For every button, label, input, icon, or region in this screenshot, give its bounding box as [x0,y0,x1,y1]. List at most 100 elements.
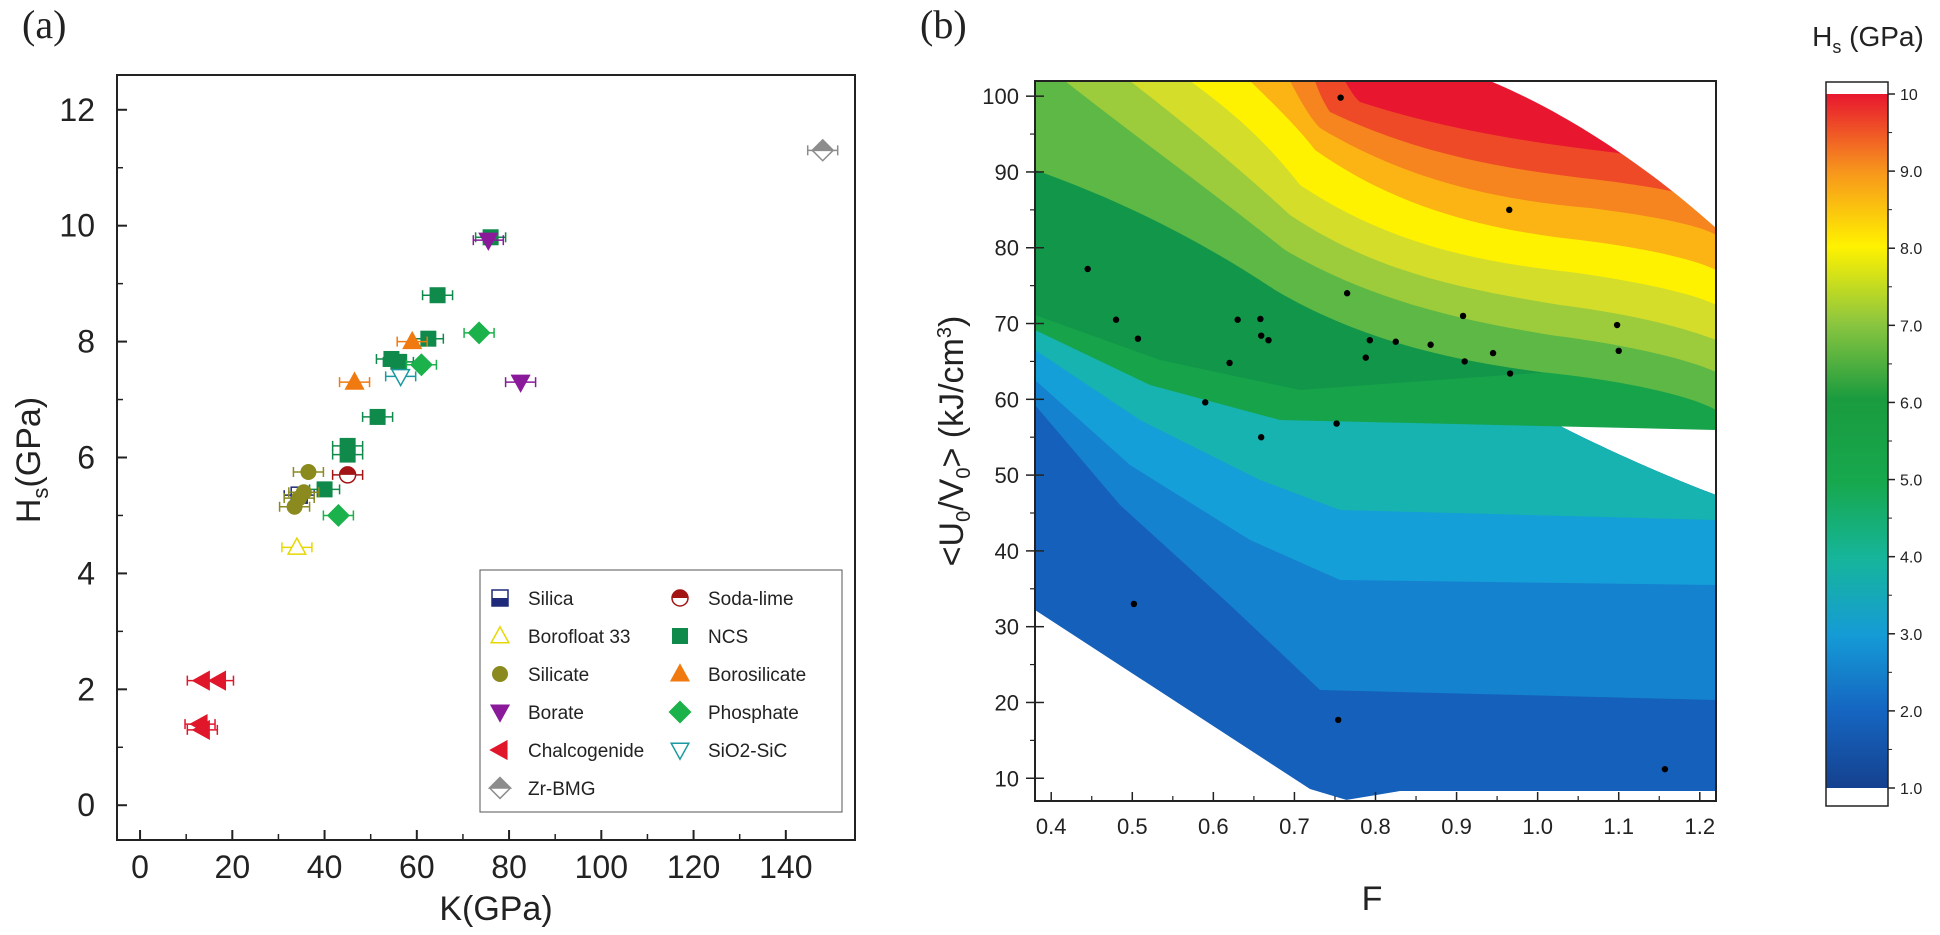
panel-b-data-point [1461,358,1468,365]
panel-b-y-tick-label: 20 [995,690,1019,715]
colorbar-tick-label: 5.0 [1900,473,1922,490]
colorbar-tick-label: 8.0 [1900,241,1922,258]
colorbar-tick-label: 3.0 [1900,627,1922,644]
panel-b-data-point [1427,341,1434,348]
legend-label: Zr-BMG [528,779,596,800]
contour-mask-lower-left [1035,610,1350,801]
panel-b-data-point [1130,600,1138,608]
panel-a-y-tick-label: 6 [77,440,95,476]
legend-label: Phosphate [708,703,799,724]
data-point-zr-bmg [810,138,835,162]
panel-a-legend: Silica Soda-lime Borofloat 33 NCS Silicate Bo… [479,569,843,813]
data-point-ncs [316,481,333,498]
colorbar-tick-label: 6.0 [1900,395,1922,412]
legend-marker-silica [491,589,509,607]
colorbar-tick-label: 1.0 [1900,781,1922,798]
legend-label: SiO2-SiC [708,741,787,762]
data-point-silicate [295,484,312,501]
legend-marker-borofloat-33 [489,625,511,644]
panel-b-data-point [1234,316,1241,323]
legend-label: Soda-lime [708,589,794,610]
legend-marker-chalcogenide [489,739,508,761]
data-point-chalcogenide [191,719,210,740]
panel-a-x-tick-label: 20 [215,849,251,885]
panel-a-ticks: 0 20 40 60 80 100 120 140 0 2 4 6 8 10 12 [59,92,812,885]
panel-b-data-point [1366,337,1374,344]
panel-b-data-point [1489,349,1497,357]
panel-b-data-point [1661,765,1669,773]
panel-a-x-tick-label: 40 [307,849,343,885]
legend-marker-borosilicate [669,663,691,682]
panel-b-x-tick-label: 0.9 [1441,814,1472,839]
panel-b-data-point [1333,420,1340,427]
data-point-borofloat-33 [286,536,307,555]
colorbar-tick-label: 2.0 [1900,704,1922,721]
panel-b-y-tick-label: 30 [995,615,1019,640]
panel-a-x-tick-label: 60 [399,849,435,885]
panel-b-x-tick-label: 0.6 [1198,814,1229,839]
panel-b-data-points [1084,94,1669,773]
panel-a-y-tick-label: 4 [77,555,95,591]
colorbar-title: Hs (GPa) [1812,21,1924,57]
legend-marker-phosphate [668,700,692,724]
data-point-phosphate [326,503,350,527]
colorbar-frame [1825,81,1889,807]
data-point-ncs [369,408,386,425]
panel-b-letter: (b) [920,2,967,47]
panel-b-y-axis-label: <U0/V0> (kJ/cm3) [933,316,975,567]
data-point-ncs [339,437,356,454]
legend-label: Silicate [528,665,589,686]
panel-b-data-point [1084,265,1091,273]
legend-marker-soda-lime [671,589,689,607]
panel-b-data-point [1202,399,1209,406]
panel-a-x-tick-label: 0 [131,849,149,885]
legend-label: Borosilicate [708,665,806,686]
panel-b-data-point [1506,370,1514,377]
data-point-phosphate [409,353,433,377]
panel-b-x-tick-label: 1.2 [1684,814,1715,839]
legend-marker-zr-bmg [487,776,513,800]
panel-a-x-tick-label: 100 [575,849,628,885]
panel-b-contour-chart: 0.4 0.5 0.6 0.7 0.8 0.9 1.0 1.1 1.2 10 20 30 40 50 60 7… [933,80,1717,918]
panel-a-markers [184,138,839,740]
panel-b-contour-bands [1035,81,1716,801]
panel-a-y-tick-label: 2 [77,671,95,707]
contour-mask-bottom [1340,791,1716,801]
data-point-ncs [390,353,407,370]
legend-marker-borate [489,704,511,723]
colorbar-tick-label: 4.0 [1900,550,1922,567]
panel-b-contour-fill [1035,81,1716,801]
colorbar-gradient [1826,94,1888,788]
panel-b-y-tick-label: 100 [982,84,1019,109]
panel-b-y-tick-label: 50 [995,463,1019,488]
panel-b-x-axis-label: F [1362,880,1383,918]
panel-a-y-tick-label: 12 [59,92,95,128]
legend-label: Borofloat 33 [528,627,630,648]
contour-sliver [1425,81,1490,89]
panel-b-data-point [1257,315,1264,323]
data-point-ncs [420,330,437,347]
legend-marker-sio2-sic [669,742,691,761]
panel-b-y-tick-label: 90 [995,160,1019,185]
data-point-sio2-sic [390,368,411,388]
panel-a-x-tick-label: 80 [491,849,527,885]
legend-marker-silicate [492,666,508,682]
panel-b-y-tick-label: 80 [995,236,1019,261]
panel-a-y-tick-label: 0 [77,787,95,823]
panel-a-y-tick-label: 10 [59,208,95,244]
panel-b-data-point [1226,359,1233,367]
data-point-silicate [300,463,317,480]
panel-a-x-tick-label: 140 [759,849,812,885]
legend-label: NCS [708,627,748,648]
panel-b-x-tick-label: 0.8 [1360,814,1391,839]
panel-b-x-tick-label: 1.0 [1522,814,1553,839]
panel-a-y-axis-label: Hs(GPa) [10,397,53,523]
panel-b-data-point [1265,337,1272,344]
panel-b-data-point [1257,434,1265,441]
colorbar-tick-label: 7.0 [1900,318,1922,335]
panel-a-y-tick-label: 8 [77,324,95,360]
panel-b-x-tick-label: 0.7 [1279,814,1310,839]
data-point-ncs [429,287,446,304]
panel-b-data-point [1134,335,1142,342]
legend-label: Borate [528,703,584,724]
